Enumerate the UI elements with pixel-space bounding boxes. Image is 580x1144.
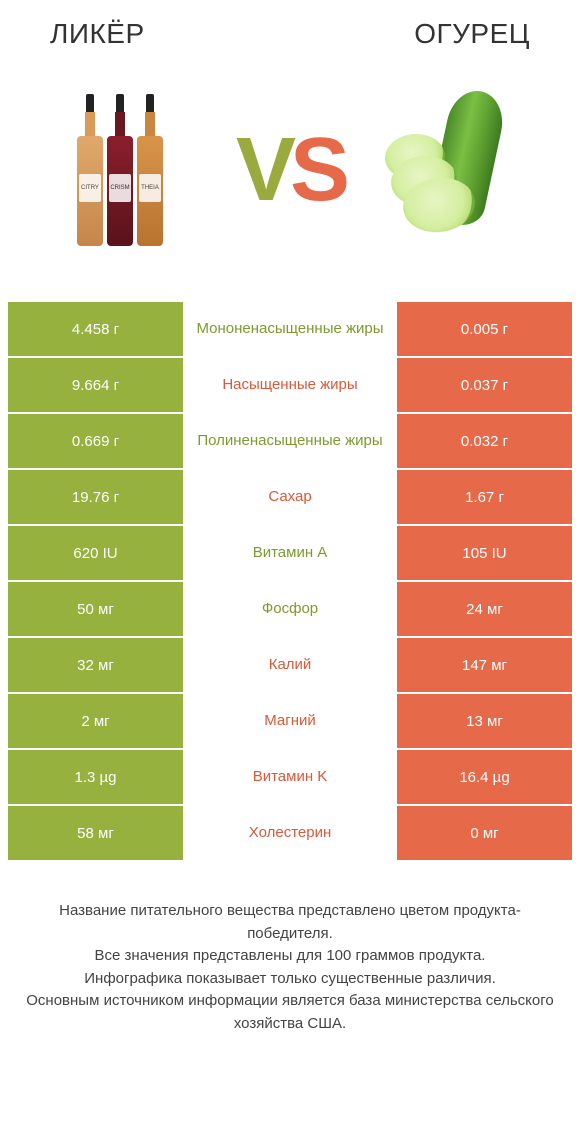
nutrient-label: Насыщенные жиры xyxy=(183,358,397,412)
nutrient-label: Витамин A xyxy=(183,526,397,580)
value-right: 147 мг xyxy=(397,638,572,692)
vs-s: S xyxy=(290,120,344,220)
value-right: 24 мг xyxy=(397,582,572,636)
nutrient-label: Холестерин xyxy=(183,806,397,860)
value-left: 620 IU xyxy=(8,526,183,580)
value-right: 0.037 г xyxy=(397,358,572,412)
table-row: 1.3 µgВитамин K16.4 µg xyxy=(8,748,572,804)
value-right: 16.4 µg xyxy=(397,750,572,804)
value-left: 19.76 г xyxy=(8,470,183,524)
table-row: 0.669 гПолиненасыщенные жиры0.032 г xyxy=(8,412,572,468)
title-left: ЛИКЁР xyxy=(50,18,145,50)
bottles-icon: CITRY CRISM THEIA xyxy=(76,94,164,246)
table-row: 50 мгФосфор24 мг xyxy=(8,580,572,636)
value-left: 1.3 µg xyxy=(8,750,183,804)
table-row: 19.76 гСахар1.67 г xyxy=(8,468,572,524)
nutrient-label: Полиненасыщенные жиры xyxy=(183,414,397,468)
nutrient-label: Магний xyxy=(183,694,397,748)
value-right: 13 мг xyxy=(397,694,572,748)
value-right: 1.67 г xyxy=(397,470,572,524)
value-left: 9.664 г xyxy=(8,358,183,412)
hero: CITRY CRISM THEIA VS xyxy=(0,60,580,300)
table-row: 2 мгМагний13 мг xyxy=(8,692,572,748)
nutrient-label: Мононенасыщенные жиры xyxy=(183,302,397,356)
nutrient-label: Витамин K xyxy=(183,750,397,804)
value-right: 0 мг xyxy=(397,806,572,860)
vs-label: VS xyxy=(236,119,344,222)
nutrient-label: Калий xyxy=(183,638,397,692)
value-left: 58 мг xyxy=(8,806,183,860)
nutrient-label: Сахар xyxy=(183,470,397,524)
vs-v: V xyxy=(236,120,290,220)
table-row: 58 мгХолестерин0 мг xyxy=(8,804,572,860)
product-right-image xyxy=(380,80,540,260)
product-left-image: CITRY CRISM THEIA xyxy=(40,80,200,260)
table-row: 4.458 гМононенасыщенные жиры0.005 г xyxy=(8,300,572,356)
value-left: 4.458 г xyxy=(8,302,183,356)
table-row: 620 IUВитамин A105 IU xyxy=(8,524,572,580)
cucumber-icon xyxy=(385,90,535,250)
value-left: 50 мг xyxy=(8,582,183,636)
table-row: 9.664 гНасыщенные жиры0.037 г xyxy=(8,356,572,412)
nutrient-label: Фосфор xyxy=(183,582,397,636)
title-right: ОГУРЕЦ xyxy=(414,18,530,50)
value-right: 105 IU xyxy=(397,526,572,580)
value-left: 32 мг xyxy=(8,638,183,692)
table-row: 32 мгКалий147 мг xyxy=(8,636,572,692)
value-left: 0.669 г xyxy=(8,414,183,468)
value-left: 2 мг xyxy=(8,694,183,748)
comparison-table: 4.458 гМононенасыщенные жиры0.005 г9.664… xyxy=(0,300,580,860)
footer-note: Название питательного вещества представл… xyxy=(0,860,580,1035)
value-right: 0.005 г xyxy=(397,302,572,356)
header: ЛИКЁР ОГУРЕЦ xyxy=(0,0,580,60)
value-right: 0.032 г xyxy=(397,414,572,468)
